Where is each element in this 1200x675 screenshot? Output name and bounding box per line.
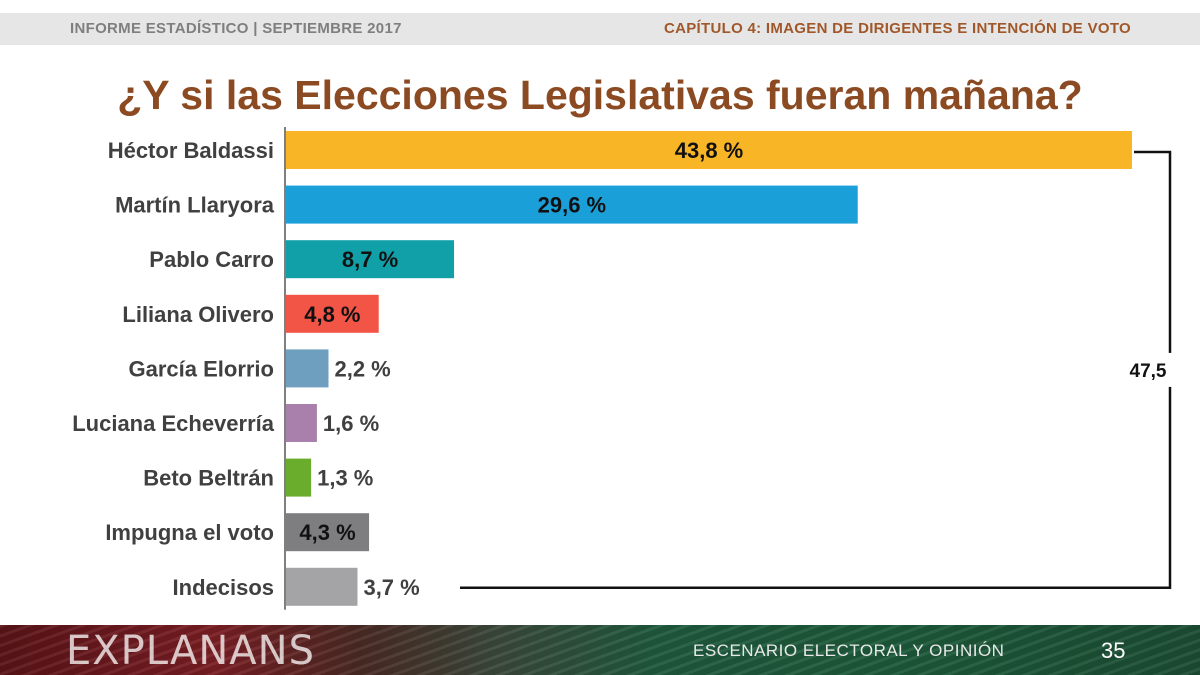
bar bbox=[286, 240, 455, 279]
category-label: Martín Llaryora bbox=[115, 193, 275, 218]
bar-chart: Héctor Baldassi 43,8 % Martín Llaryora 29,6… bbox=[72, 127, 1198, 610]
footer-texture bbox=[0, 625, 1200, 675]
data-label: 3,7 % bbox=[363, 575, 419, 600]
category-label: Impugna el voto bbox=[105, 520, 274, 545]
category-label: Beto Beltrán bbox=[143, 466, 274, 491]
data-label: 2,2 % bbox=[334, 356, 390, 381]
category-label: Indecisos bbox=[173, 575, 274, 600]
bar bbox=[286, 349, 329, 388]
footer-subtitle: ESCENARIO ELECTORAL Y OPINIÓN bbox=[693, 641, 1005, 660]
bar bbox=[286, 131, 1132, 169]
data-label: 29,6 % bbox=[538, 193, 607, 218]
footer-band bbox=[0, 625, 1200, 675]
category-label: Pablo Carro bbox=[149, 247, 274, 272]
category-label: García Elorrio bbox=[128, 356, 274, 381]
bracket-label-bg bbox=[1142, 352, 1198, 387]
data-label: 43,8 % bbox=[675, 138, 744, 163]
bar bbox=[286, 567, 358, 606]
bar bbox=[286, 404, 317, 442]
category-label: Liliana Olivero bbox=[122, 302, 274, 327]
brand-logo: EXPLANANS bbox=[66, 628, 315, 674]
category-label: Luciana Echeverría bbox=[72, 411, 275, 436]
data-label: 4,8 % bbox=[304, 302, 360, 327]
bracket-total-label: 47,5 bbox=[1130, 361, 1167, 382]
report-header: INFORME ESTADÍSTICO | SEPTIEMBRE 2017 bbox=[70, 20, 402, 37]
bar bbox=[286, 458, 312, 497]
bar bbox=[286, 513, 370, 552]
data-label: 8,7 % bbox=[342, 247, 398, 272]
data-label: 1,3 % bbox=[317, 466, 373, 491]
category-label: Héctor Baldassi bbox=[108, 138, 274, 163]
chapter-header: CAPÍTULO 4: IMAGEN DE DIRIGENTES E INTEN… bbox=[663, 20, 1131, 37]
header-bar bbox=[0, 13, 1200, 45]
bar bbox=[286, 185, 858, 224]
bar bbox=[286, 294, 379, 333]
page-number: 35 bbox=[1101, 638, 1126, 663]
data-label: 4,3 % bbox=[299, 520, 355, 545]
chart-title: ¿Y si las Elecciones Legislativas fueran… bbox=[117, 72, 1083, 118]
data-label: 1,6 % bbox=[323, 411, 379, 436]
